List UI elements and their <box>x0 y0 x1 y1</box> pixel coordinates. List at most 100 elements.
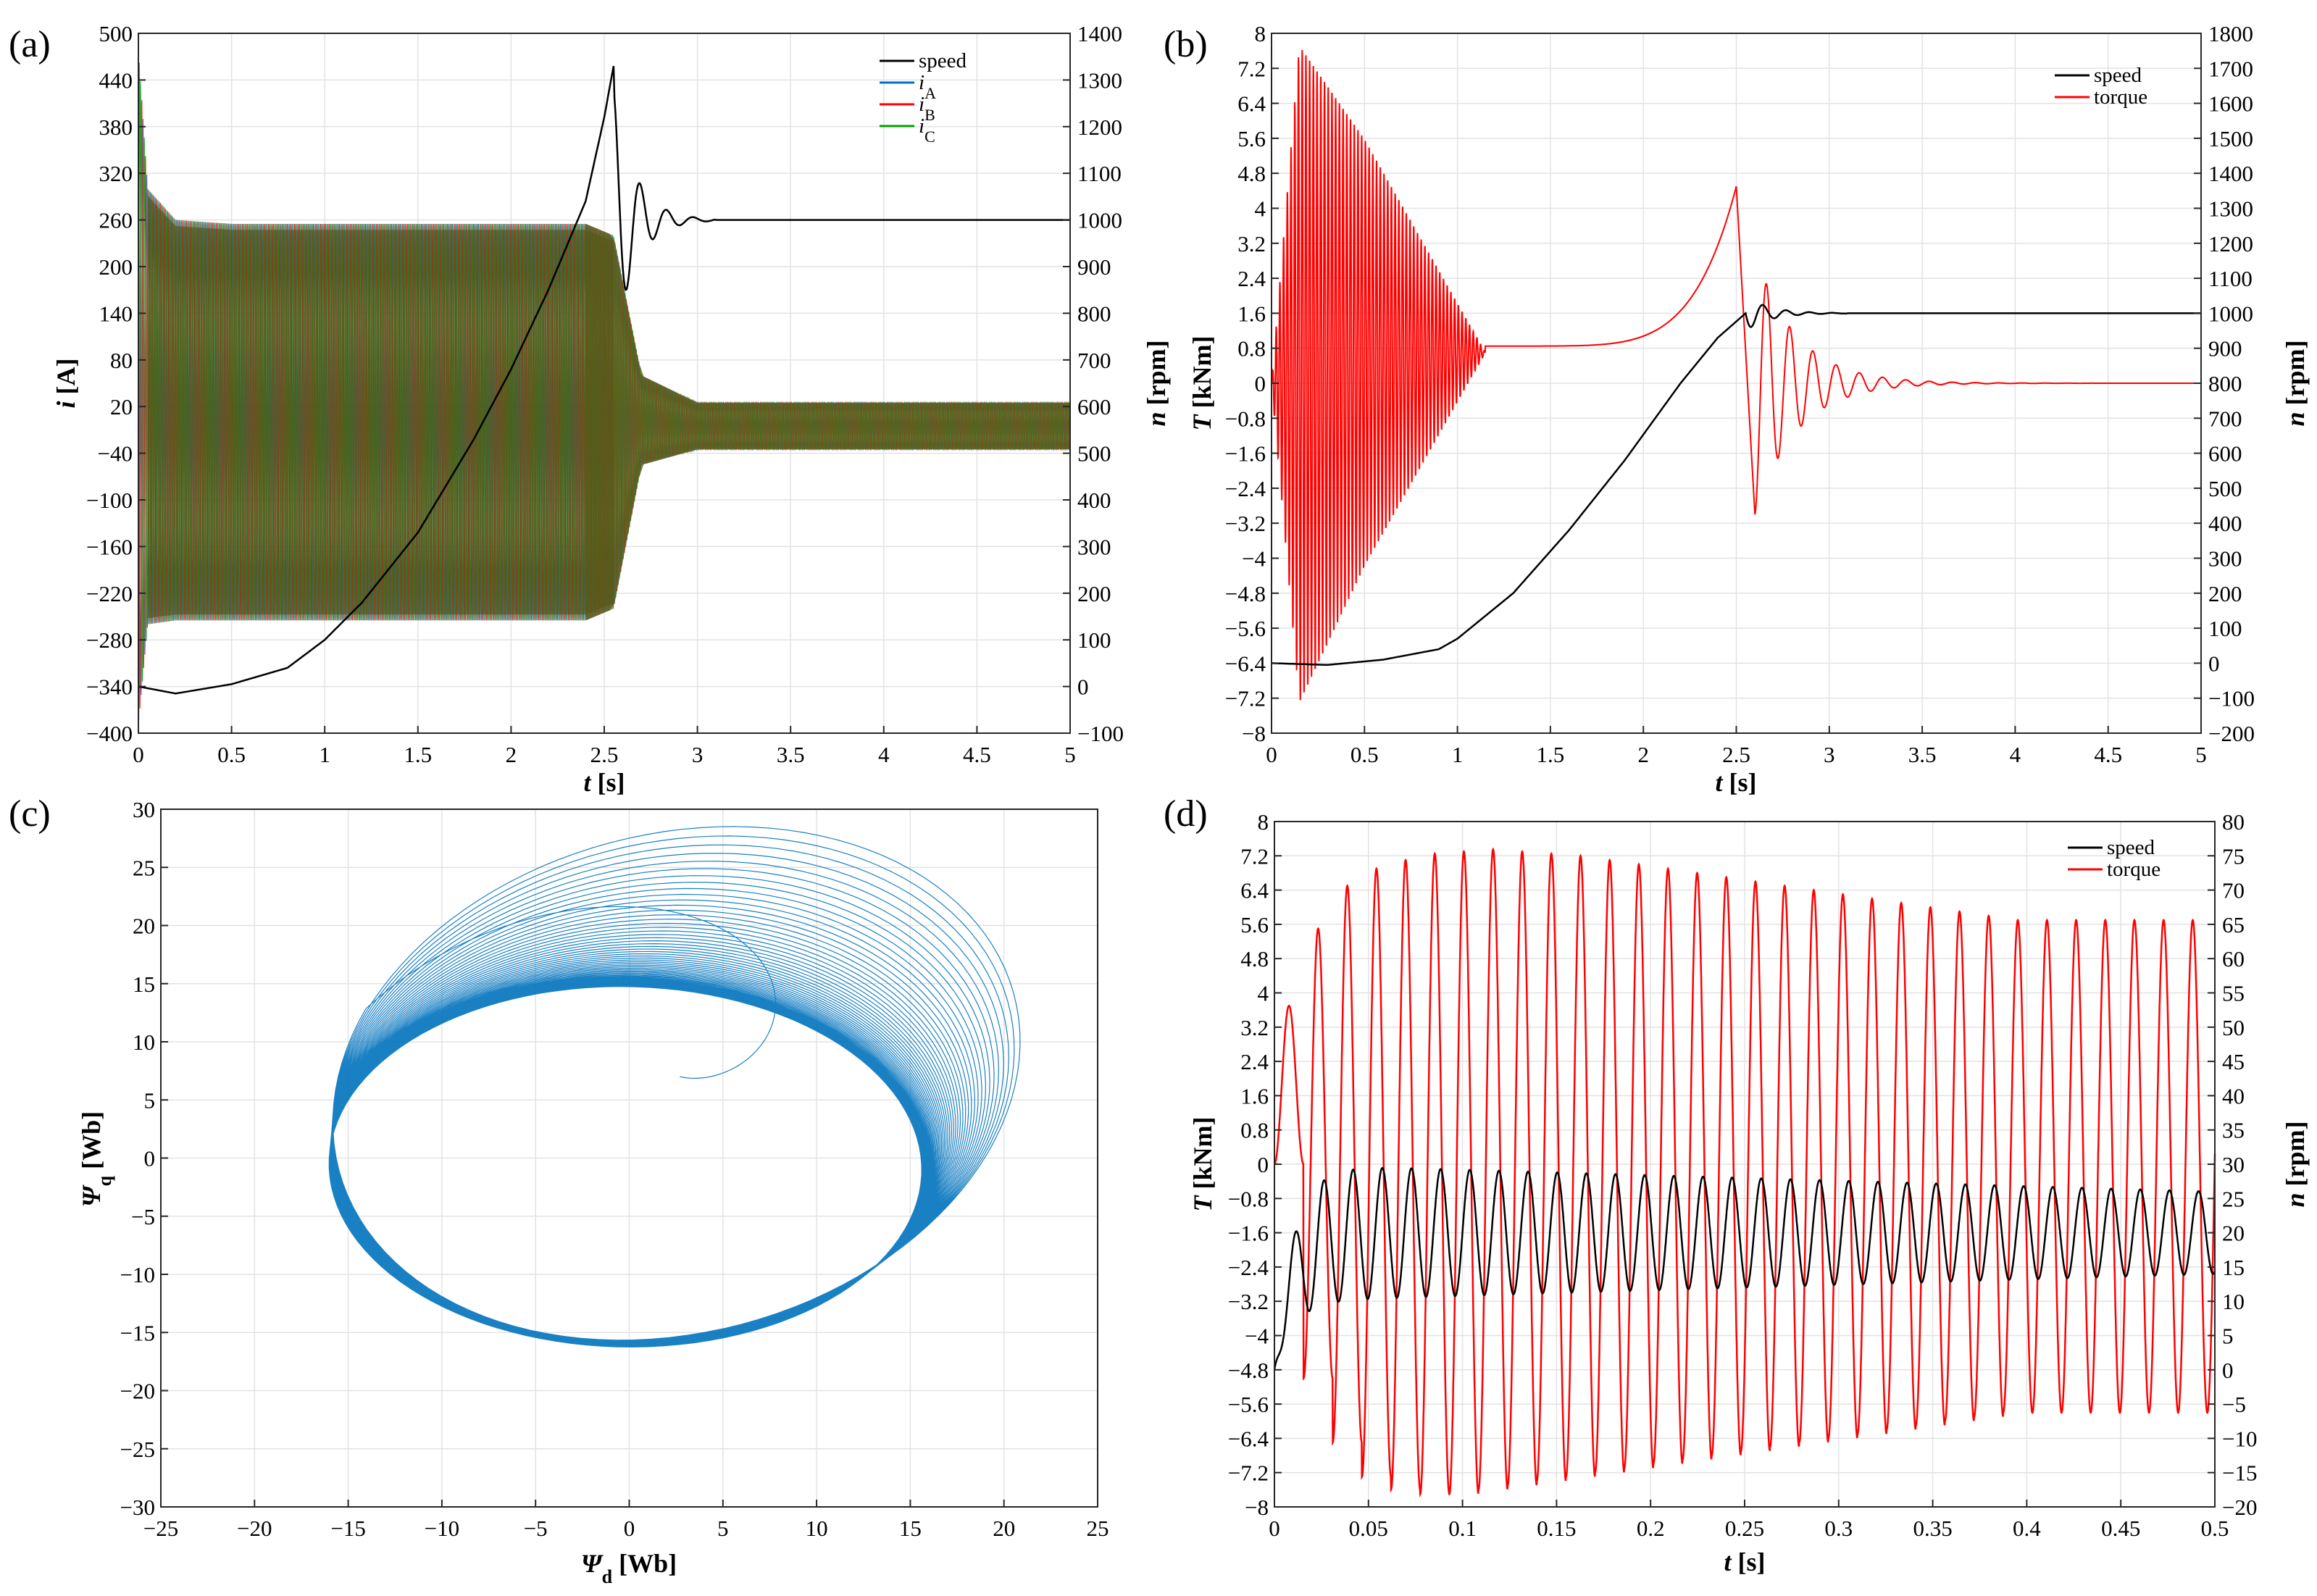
x-tick-label: 4.5 <box>2094 742 2122 767</box>
legend-label-iB: iB <box>919 93 935 124</box>
y-tick-label: 0.8 <box>1237 336 1266 362</box>
panel-b-ticks: 0 0.5 1 1.5 2 2.5 3 3.5 4 4.5 5 8 7.2 6.4 5.6 4.8 4 3.2 2.… <box>1225 21 2255 767</box>
x-tick-label: 0 <box>624 1516 635 1541</box>
y2-tick-label: −5 <box>2222 1392 2246 1417</box>
x-tick-label: 2.5 <box>1722 742 1750 767</box>
y-tick-label: 7.2 <box>1237 56 1266 81</box>
y2-tick-label: 30 <box>2222 1152 2245 1177</box>
x-tick-label: 3 <box>692 742 704 767</box>
y2-tick-label: 0 <box>2222 1358 2234 1383</box>
y2-tick-label: 300 <box>1077 534 1111 559</box>
panel-c-grid <box>160 809 1098 1508</box>
y2-tick-label: 65 <box>2222 912 2245 937</box>
x-tick-label: −15 <box>330 1516 365 1541</box>
panel-c-ticks: −25 −20 −15 −10 −5 0 5 10 15 20 25 30 25 20 15 10 5 0 −5 −1… <box>120 797 1109 1541</box>
y2-tick-label: 40 <box>2222 1083 2245 1108</box>
panel-b-x-axis-label: t [s] <box>1715 768 1756 797</box>
y-tick-label: 260 <box>99 208 133 233</box>
y-tick-label: −25 <box>120 1437 155 1462</box>
panel-d-y-axis-label: T [kNm] <box>1188 1117 1217 1212</box>
y2-tick-label: 50 <box>2222 1015 2245 1040</box>
legend-label-iC: iC <box>919 114 935 146</box>
x-tick-label: 5 <box>2195 742 2207 767</box>
panel-b-plot-area <box>1271 49 2201 701</box>
y-tick-label: 4 <box>1258 981 1269 1006</box>
x-tick-label: 2 <box>506 742 517 767</box>
y-tick-label: −10 <box>120 1262 155 1287</box>
y2-tick-label: 700 <box>2208 406 2242 431</box>
y2-tick-label: 800 <box>2208 371 2242 396</box>
y-tick-label: 0 <box>1255 371 1266 396</box>
y2-tick-label: 600 <box>1077 394 1111 419</box>
y2-tick-label: 0 <box>1077 674 1089 700</box>
y-tick-label: −220 <box>86 581 133 606</box>
x-tick-label: 0.45 <box>2101 1516 2140 1541</box>
x-tick-label: 3 <box>1824 742 1835 767</box>
y-tick-label: 10 <box>133 1029 155 1055</box>
psi-d-label: Ψd [Wb] <box>581 1549 677 1587</box>
y2-tick-label: 900 <box>2208 336 2242 362</box>
y-tick-label: 5 <box>144 1087 156 1113</box>
phase-currents-overlap-band <box>147 196 614 619</box>
x-tick-label: 0.15 <box>1537 1516 1576 1541</box>
y2-tick-label: 1500 <box>2208 126 2253 151</box>
y2-tick-label: 1400 <box>2208 161 2253 186</box>
panel-d-grid <box>1274 821 2216 1508</box>
y2-tick-label: 10 <box>2222 1289 2245 1314</box>
y-tick-label: 20 <box>110 394 133 419</box>
x-tick-label: 4 <box>2010 742 2021 767</box>
y-tick-label: 8 <box>1255 21 1266 46</box>
y-tick-label: −7.2 <box>1225 686 1266 711</box>
y2-tick-label: 1300 <box>2208 196 2253 222</box>
y-tick-label: −0.8 <box>1225 406 1266 431</box>
panel-a-ticks: 0 0.5 1 1.5 2 2.5 3 3.5 4 4.5 55004403803202602001… <box>86 21 1124 767</box>
legend-label-speed: speed <box>919 49 967 72</box>
y2-tick-label: −100 <box>1077 721 1124 746</box>
x-tick-label: 1.5 <box>1537 742 1565 767</box>
y-tick-label: 0 <box>1258 1152 1269 1177</box>
y-tick-label: −4 <box>1245 1324 1269 1349</box>
y-tick-label: −6.4 <box>1228 1426 1269 1451</box>
y-tick-label: 200 <box>99 254 133 280</box>
y2-tick-label: −15 <box>2222 1461 2257 1486</box>
panel-c-flux-trajectory-chart: −25 −20 −15 −10 −5 0 5 10 15 20 25 30 25 20 15 10 5 0 −5 −1… <box>9 793 1109 1587</box>
y-tick-label: 30 <box>133 797 155 822</box>
y2-tick-label: −20 <box>2222 1495 2257 1520</box>
legend-label-speed: speed <box>2107 836 2155 859</box>
panel-c-x-axis-label: Ψd [Wb] <box>581 1549 677 1587</box>
y-tick-label: −5 <box>131 1204 155 1229</box>
panel-d-zoom-torque-speed-chart: 0 0.05 0.1 0.15 0.2 0.25 0.3 0.35 0.4 0.45 0.5 8 7.2… <box>1164 793 2310 1576</box>
x-tick-label: 1.5 <box>404 742 432 767</box>
y2-tick-label: 1100 <box>1077 161 1122 186</box>
y2-tick-label: 80 <box>2222 809 2245 835</box>
y-tick-label: 2.4 <box>1240 1049 1269 1074</box>
y2-tick-label: 1800 <box>2208 21 2253 46</box>
y-tick-label: 15 <box>133 972 155 997</box>
panel-d-plot-area <box>1273 847 2216 1498</box>
y2-tick-label: 1000 <box>2208 301 2253 326</box>
y2-tick-label: 60 <box>2222 946 2245 972</box>
y2-tick-label: 900 <box>1077 254 1111 280</box>
panel-a-label: (a) <box>9 24 51 65</box>
y-tick-label: −2.4 <box>1225 476 1266 501</box>
y-tick-label: −2.4 <box>1228 1255 1269 1280</box>
panel-a-current-speed-chart: 0 0.5 1 1.5 2 2.5 3 3.5 4 4.5 55004403803202602001… <box>9 21 1171 797</box>
x-tick-label: 0.1 <box>1448 1516 1477 1541</box>
y2-tick-label: 1600 <box>2208 91 2253 117</box>
y-tick-label: −3.2 <box>1228 1289 1269 1314</box>
speed-line <box>1272 304 2201 667</box>
x-tick-label: 1 <box>1452 742 1464 767</box>
y2-tick-label: 20 <box>2222 1221 2245 1246</box>
panel-a-y-axis-label: i [A] <box>51 359 80 409</box>
y2-tick-label: 1700 <box>2208 56 2253 81</box>
y-tick-label: −1.6 <box>1225 441 1266 467</box>
y2-tick-label: −10 <box>2222 1426 2257 1451</box>
panel-d-ticks: 0 0.05 0.1 0.15 0.2 0.25 0.3 0.35 0.4 0.45 0.5 8 7.2… <box>1228 809 2258 1541</box>
y-tick-label: −4 <box>1242 546 1266 572</box>
y-tick-label: 500 <box>99 21 133 46</box>
y2-tick-label: 1100 <box>2208 266 2253 291</box>
y2-tick-label: 100 <box>1077 627 1111 653</box>
y2-tick-label: 700 <box>1077 348 1111 373</box>
x-tick-label: −20 <box>237 1516 272 1541</box>
